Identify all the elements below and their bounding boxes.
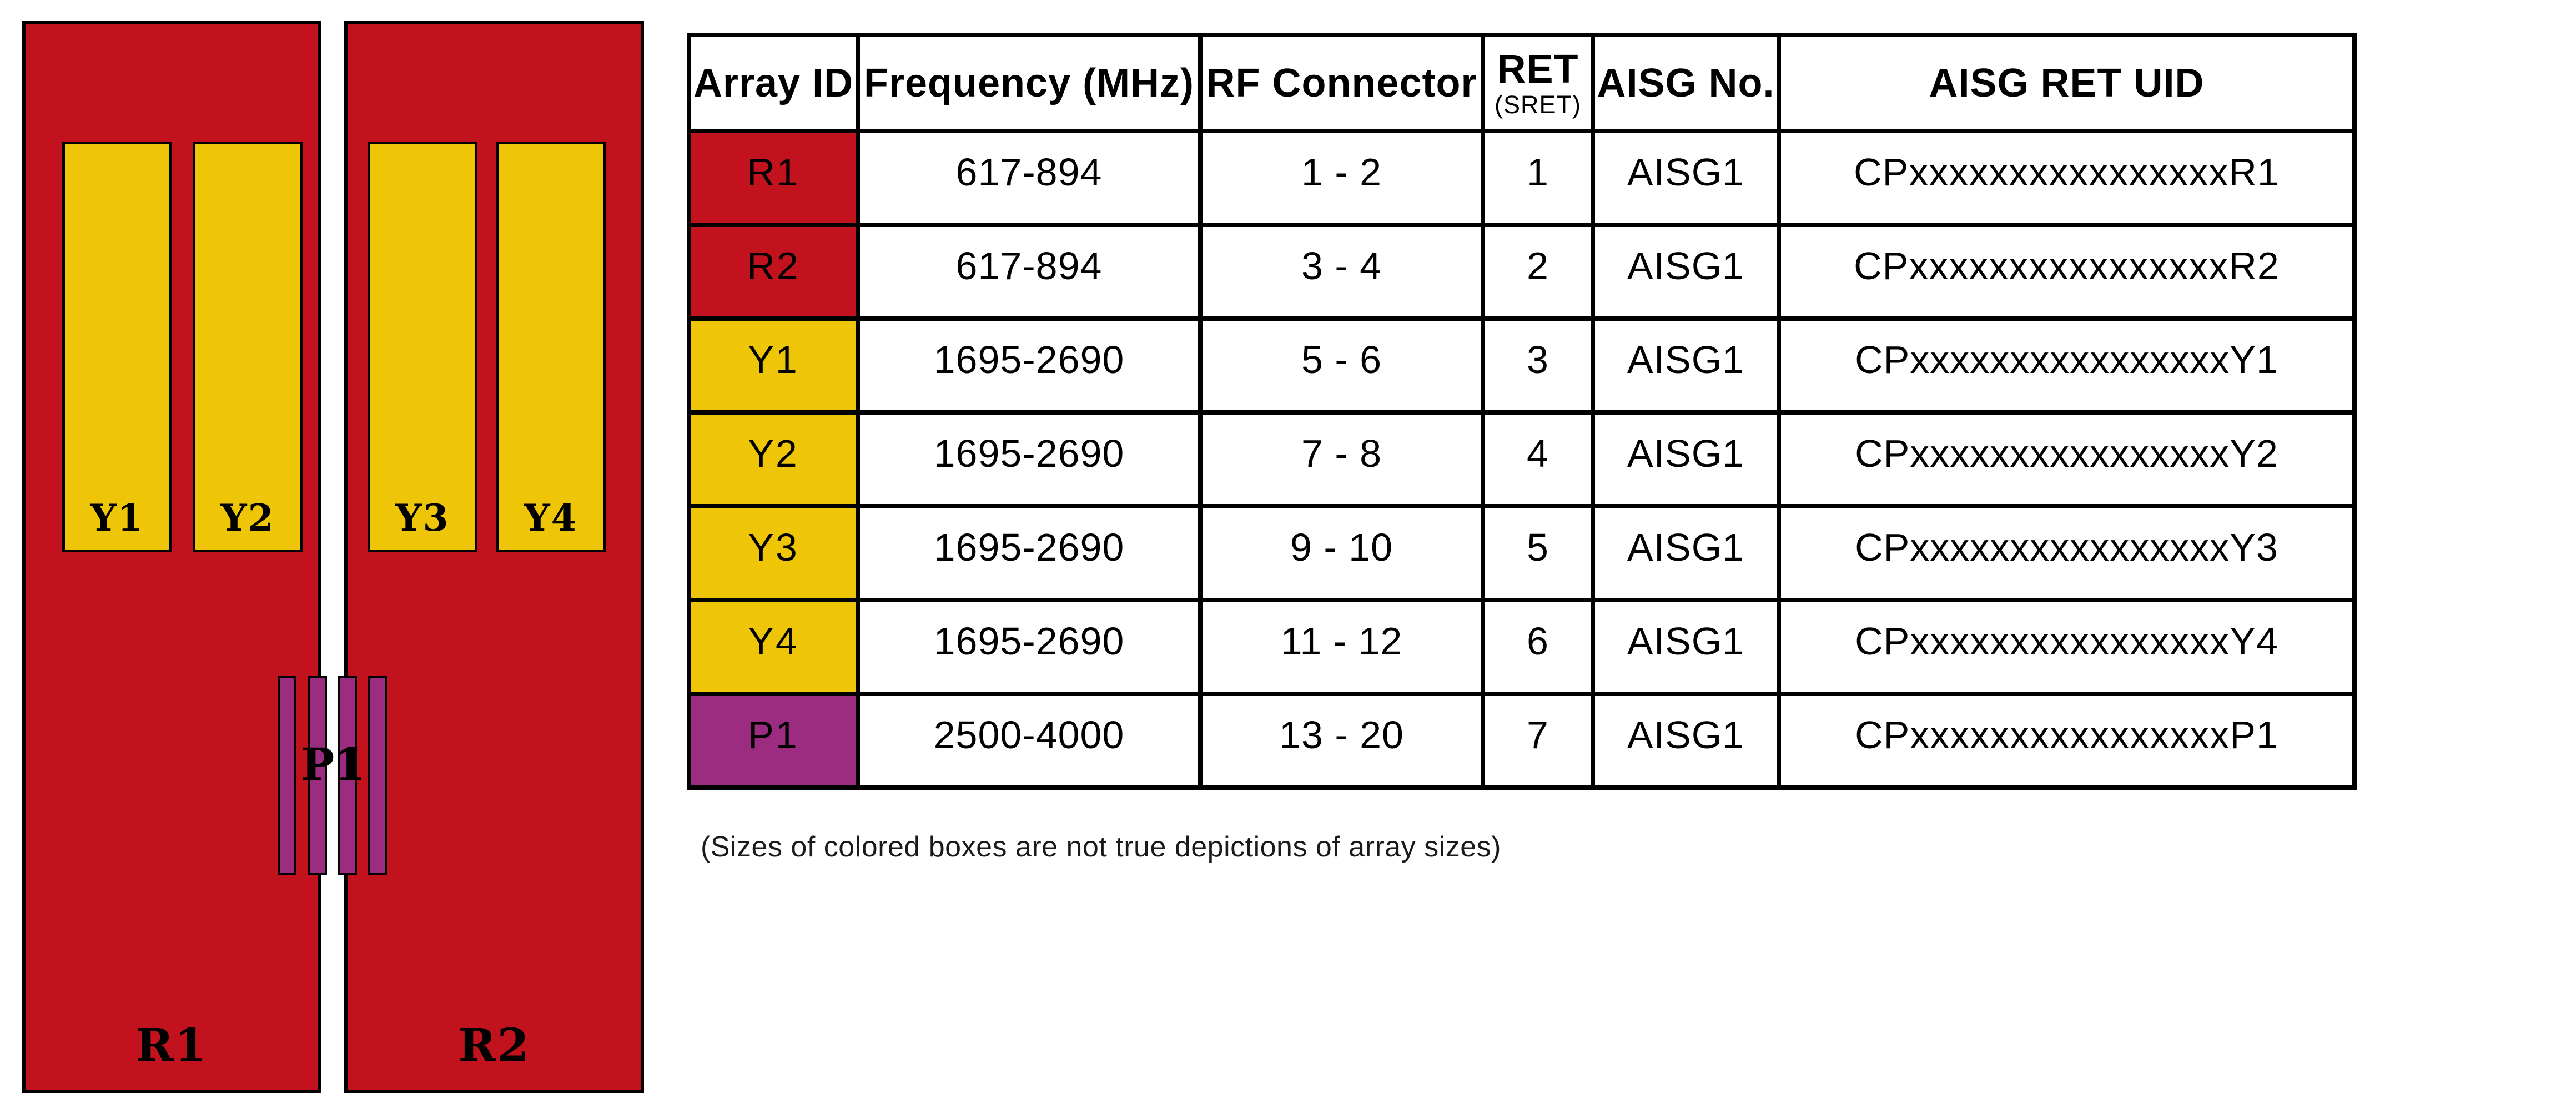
row-R2-frequency: 617-894: [860, 227, 1198, 316]
row-Y2-frequency: 1695-2690: [860, 415, 1198, 504]
array-label-Y1: Y1: [90, 496, 144, 540]
row-Y3-aisg-ret-uid: CPxxxxxxxxxxxxxxxxY3: [1781, 508, 2352, 598]
array-ret-table: Array ID Frequency (MHz) RF Connector RE…: [687, 33, 2357, 790]
row-P1-aisg-no: AISG1: [1595, 696, 1777, 785]
row-R2-rf-connector: 3 - 4: [1203, 227, 1481, 316]
row-R1-frequency: 617-894: [860, 133, 1198, 223]
panel-label-R1: R1: [135, 1019, 208, 1072]
row-Y2-ret: 4: [1485, 415, 1591, 504]
array-label-Y2: Y2: [220, 496, 275, 540]
row-P1-frequency: 2500-4000: [860, 696, 1198, 785]
row-Y4-frequency: 1695-2690: [860, 602, 1198, 692]
row-Y1-aisg-ret-uid: CPxxxxxxxxxxxxxxxxY1: [1781, 321, 2352, 410]
row-R1-array-id: R1: [691, 133, 856, 223]
row-R2-aisg-no: AISG1: [1595, 227, 1777, 316]
row-R1-ret: 1: [1485, 133, 1591, 223]
row-Y3-aisg-no: AISG1: [1595, 508, 1777, 598]
row-Y1-array-id: Y1: [691, 321, 856, 410]
array-box-Y1: Y1: [62, 142, 172, 552]
row-R1-aisg-no: AISG1: [1595, 133, 1777, 223]
row-P1-ret: 7: [1485, 696, 1591, 785]
p1-bar-4: [368, 676, 387, 875]
p1-bar-2: [308, 676, 327, 875]
row-Y1-frequency: 1695-2690: [860, 321, 1198, 410]
p1-bar-3: [338, 676, 357, 875]
header-frequency: Frequency (MHz): [860, 37, 1198, 129]
array-label-P1: P1: [301, 738, 365, 790]
row-Y2-array-id: Y2: [691, 415, 856, 504]
row-Y3-array-id: Y3: [691, 508, 856, 598]
array-label-Y3: Y3: [395, 496, 450, 540]
panel-R1: Y1 Y2 R1: [22, 21, 321, 1093]
row-Y4-aisg-ret-uid: CPxxxxxxxxxxxxxxxxY4: [1781, 602, 2352, 692]
row-R2-aisg-ret-uid: CPxxxxxxxxxxxxxxxxR2: [1781, 227, 2352, 316]
array-box-Y3: Y3: [368, 142, 477, 552]
header-rf-connector: RF Connector: [1203, 37, 1481, 129]
row-Y2-rf-connector: 7 - 8: [1203, 415, 1481, 504]
row-Y4-array-id: Y4: [691, 602, 856, 692]
row-R1-rf-connector: 1 - 2: [1203, 133, 1481, 223]
header-ret-sub: (SRET): [1495, 90, 1581, 119]
array-box-Y2: Y2: [193, 142, 303, 552]
header-aisg-ret-uid: AISG RET UID: [1781, 37, 2352, 129]
row-R2-ret: 2: [1485, 227, 1591, 316]
header-array-id: Array ID: [691, 37, 856, 129]
row-P1-rf-connector: 13 - 20: [1203, 696, 1481, 785]
row-Y3-rf-connector: 9 - 10: [1203, 508, 1481, 598]
row-Y3-frequency: 1695-2690: [860, 508, 1198, 598]
array-box-Y4: Y4: [496, 142, 606, 552]
row-R2-array-id: R2: [691, 227, 856, 316]
panel-label-R2: R2: [458, 1019, 530, 1072]
row-Y2-aisg-ret-uid: CPxxxxxxxxxxxxxxxxY2: [1781, 415, 2352, 504]
size-disclaimer-note: (Sizes of colored boxes are not true dep…: [701, 831, 1501, 863]
row-R1-aisg-ret-uid: CPxxxxxxxxxxxxxxxxR1: [1781, 133, 2352, 223]
row-Y1-ret: 3: [1485, 321, 1591, 410]
row-Y4-aisg-no: AISG1: [1595, 602, 1777, 692]
p1-bar-1: [278, 676, 296, 875]
row-Y4-rf-connector: 11 - 12: [1203, 602, 1481, 692]
row-Y4-ret: 6: [1485, 602, 1591, 692]
row-P1-aisg-ret-uid: CPxxxxxxxxxxxxxxxxP1: [1781, 696, 2352, 785]
row-P1-array-id: P1: [691, 696, 856, 785]
row-Y3-ret: 5: [1485, 508, 1591, 598]
row-Y1-aisg-no: AISG1: [1595, 321, 1777, 410]
array-label-Y4: Y4: [524, 496, 578, 540]
header-ret: RET (SRET): [1485, 37, 1591, 129]
header-ret-main: RET: [1497, 47, 1579, 92]
row-Y1-rf-connector: 5 - 6: [1203, 321, 1481, 410]
row-Y2-aisg-no: AISG1: [1595, 415, 1777, 504]
panel-R2: Y3 Y4 R2: [344, 21, 644, 1093]
header-aisg-no: AISG No.: [1595, 37, 1777, 129]
